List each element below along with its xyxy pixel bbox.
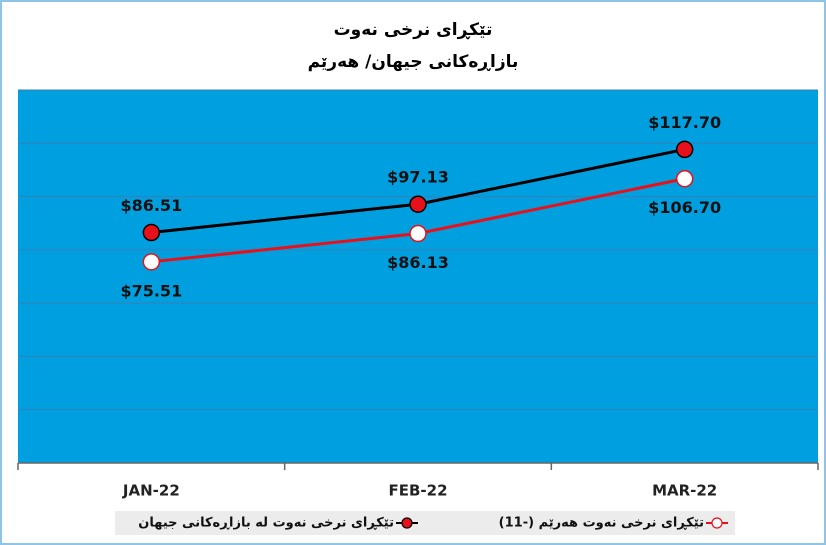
- data-label: $97.13: [387, 168, 449, 187]
- data-label: $75.51: [120, 281, 182, 300]
- data-label: $106.70: [648, 198, 721, 217]
- legend-marker: [711, 517, 723, 529]
- legend-label: تێکڕای نرخی نەوت لە بازاڕەکانی جیهان: [138, 516, 394, 531]
- chart-subtitle: بازاڕەکانی جیهان/ هەرێم: [308, 52, 519, 72]
- marker: [409, 195, 427, 213]
- x-tick-label: MAR-22: [652, 482, 717, 500]
- marker: [675, 169, 694, 188]
- x-tick-label: FEB-22: [388, 482, 447, 500]
- legend-marker: [401, 517, 413, 529]
- chart-title: تێکڕای نرخی نەوت: [334, 20, 493, 40]
- marker: [409, 224, 427, 243]
- legend-label: تێکڕای نرخی نەوت هەرێم (-11): [499, 516, 704, 531]
- x-tick-label: JAN-22: [122, 482, 180, 500]
- plot-area: [18, 90, 818, 463]
- marker: [142, 223, 161, 242]
- data-label: $86.13: [387, 253, 449, 272]
- legend: [115, 511, 735, 535]
- marker: [142, 253, 161, 271]
- marker: [675, 140, 694, 159]
- data-label: $117.70: [648, 113, 721, 132]
- data-label: $86.51: [120, 196, 182, 215]
